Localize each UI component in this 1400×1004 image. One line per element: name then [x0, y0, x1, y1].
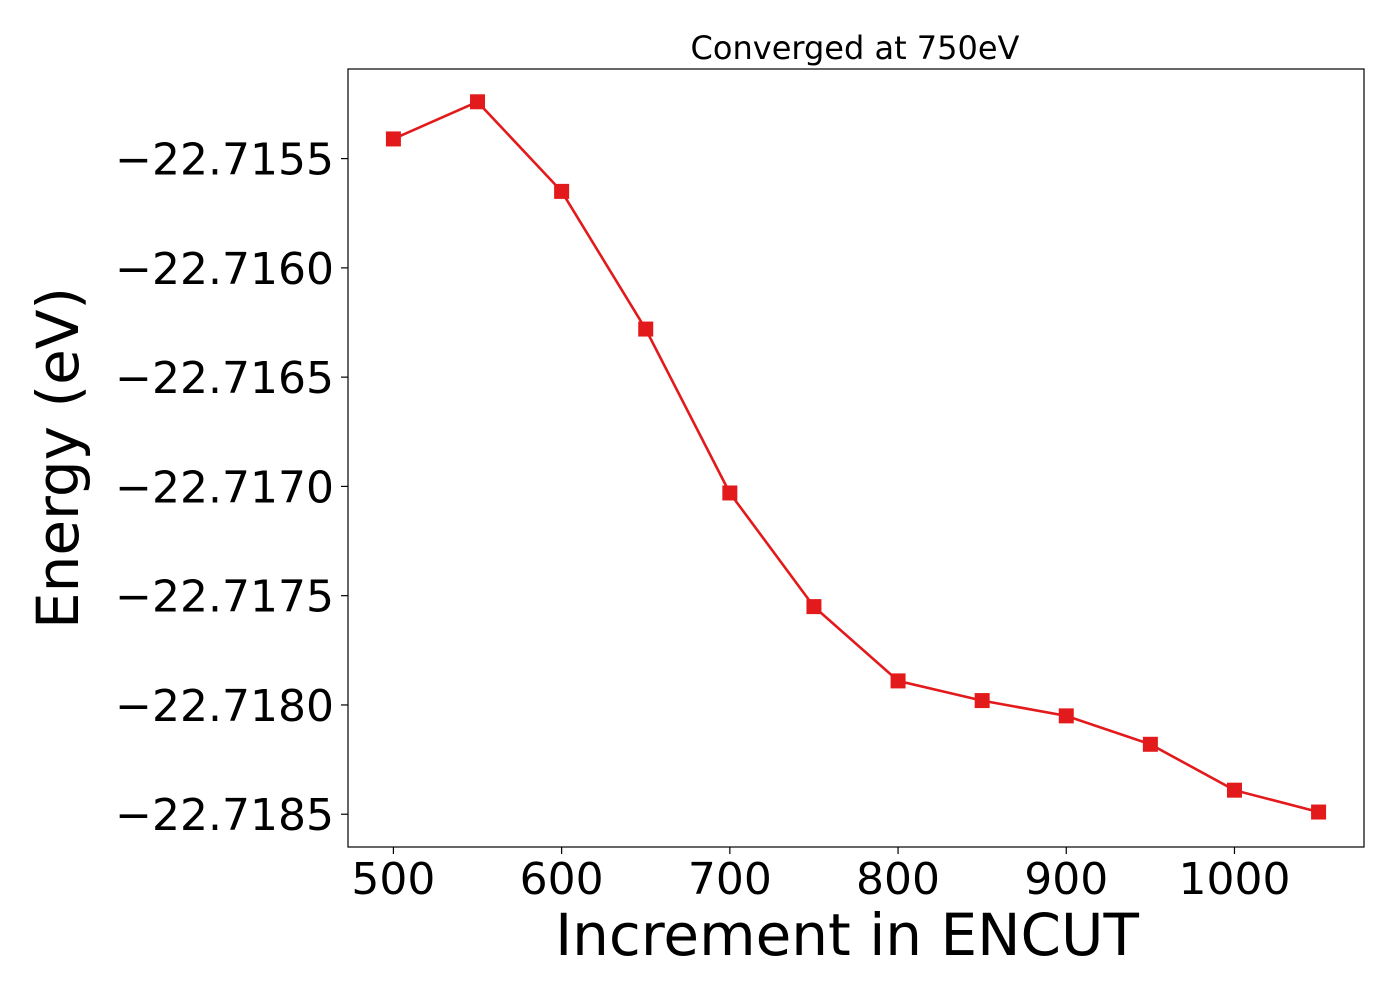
- data-point-marker: [470, 94, 486, 110]
- data-point-marker: [1142, 736, 1158, 752]
- chart-title: Converged at 750eV: [691, 29, 1020, 67]
- y-axis-title: Energy (eV): [24, 287, 92, 629]
- data-point-marker: [806, 599, 822, 615]
- x-tick-label: 600: [520, 854, 604, 905]
- data-point-marker: [1311, 804, 1327, 820]
- plot-area: 500 600 700 800 900 1000 −22.7155 −22.7160 −22.7…: [115, 68, 1365, 905]
- data-point-marker: [385, 131, 401, 147]
- data-point-marker: [722, 485, 738, 501]
- y-tick-label: −22.7155: [115, 135, 334, 186]
- y-tick-label: −22.7185: [115, 790, 334, 841]
- data-point-marker: [890, 673, 906, 689]
- plot-frame: [347, 68, 1365, 848]
- data-point-marker: [1058, 708, 1074, 724]
- x-tick-label: 1000: [1178, 854, 1290, 905]
- data-point-marker: [554, 183, 570, 199]
- data-point-marker: [1226, 782, 1242, 798]
- data-point-marker: [638, 321, 654, 337]
- y-tick-label: −22.7160: [115, 244, 334, 295]
- data-point-marker: [974, 693, 990, 709]
- x-tick-label: 900: [1024, 854, 1108, 905]
- y-tick-label: −22.7165: [115, 353, 334, 404]
- y-tick-label: −22.7180: [115, 681, 334, 732]
- y-tick-label: −22.7175: [115, 572, 334, 623]
- x-tick-label: 800: [856, 854, 940, 905]
- x-tick-label: 700: [688, 854, 772, 905]
- x-tick-label: 500: [351, 854, 435, 905]
- series-line: [392, 100, 1319, 814]
- y-tick-label: −22.7170: [115, 462, 334, 513]
- x-axis-title: Increment in ENCUT: [555, 901, 1139, 969]
